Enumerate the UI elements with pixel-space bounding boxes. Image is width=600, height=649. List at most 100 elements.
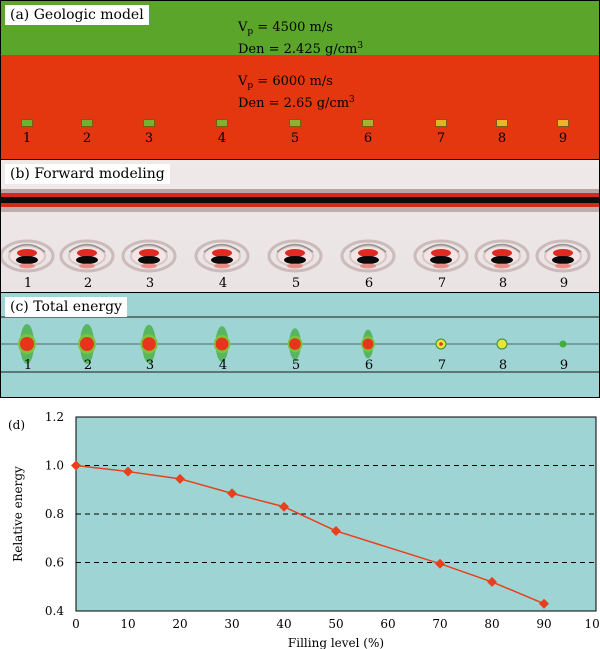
density-value: Den = 2.425 g/cm xyxy=(238,42,358,57)
x-axis-label: Filling level (%) xyxy=(288,636,384,649)
data-point xyxy=(71,460,81,471)
total-energy-label: 6 xyxy=(364,358,374,373)
data-point xyxy=(331,525,341,536)
cavity-label: 8 xyxy=(497,131,507,146)
y-tick-label: 1.2 xyxy=(45,410,64,424)
vp-value: = 6000 m/s xyxy=(253,74,333,89)
forward-modeling-label: 9 xyxy=(559,276,569,291)
reflection-band-top-light xyxy=(1,189,599,193)
x-tick-label: 60 xyxy=(380,617,395,631)
x-tick-label: 30 xyxy=(224,617,239,631)
x-tick-label: 70 xyxy=(432,617,447,631)
diffraction-pattern xyxy=(535,239,591,273)
panel-a-label: (a) Geologic model xyxy=(5,5,149,25)
total-energy-label: 7 xyxy=(437,358,447,373)
reflection-band-black xyxy=(1,197,599,203)
chart-series xyxy=(71,460,549,609)
data-point xyxy=(123,466,133,477)
diffraction-group xyxy=(1,239,591,273)
density-value: Den = 2.65 g/cm xyxy=(238,96,350,111)
cavity-marker xyxy=(362,119,374,127)
total-energy-label: 2 xyxy=(83,358,93,373)
total-energy-label: 8 xyxy=(498,358,508,373)
x-tick-label: 50 xyxy=(328,617,343,631)
diffraction-pattern xyxy=(1,239,55,273)
y-axis-label: Relative energy xyxy=(11,466,25,562)
forward-modeling-label: 3 xyxy=(145,276,155,291)
cavity-label: 9 xyxy=(558,131,568,146)
vp-subscript: p xyxy=(247,27,254,37)
total-energy-label: 1 xyxy=(23,358,33,373)
total-energy-label: 9 xyxy=(559,358,569,373)
energy-anomaly xyxy=(435,338,447,350)
energy-anomaly xyxy=(361,329,375,359)
cavity-marker xyxy=(435,119,447,127)
cavity-marker xyxy=(21,119,33,127)
energy-anomaly xyxy=(559,340,567,348)
panel-a-geologic-model: (a) Geologic model Vp = 4500 m/s Den = 2… xyxy=(0,0,600,160)
energy-anomaly xyxy=(213,326,231,362)
cavity-marker xyxy=(289,119,301,127)
cavity-label: 2 xyxy=(82,131,92,146)
x-tick-label: 80 xyxy=(484,617,499,631)
x-tick-label: 20 xyxy=(172,617,187,631)
top-layer-properties: Vp = 4500 m/s Den = 2.425 g/cm3 xyxy=(238,21,363,57)
forward-modeling-label: 6 xyxy=(364,276,374,291)
forward-modeling-label: 2 xyxy=(83,276,93,291)
diffraction-pattern xyxy=(59,239,115,273)
data-point xyxy=(227,488,237,499)
energy-anomaly xyxy=(140,324,158,364)
data-point xyxy=(539,598,549,609)
energy-anomaly xyxy=(78,324,96,364)
forward-modeling-label: 1 xyxy=(23,276,33,291)
vp-symbol: V xyxy=(238,20,248,35)
data-point xyxy=(435,558,445,569)
cavity-marker xyxy=(496,119,508,127)
chart-text: 0 10 20 30 40 50 60 70 80 90 100 0.4 0.6 0.8 1.0 1.2 Fil… xyxy=(8,410,600,649)
density-superscript: 3 xyxy=(349,95,355,105)
diffraction-pattern xyxy=(194,239,250,273)
cavity-marker xyxy=(143,119,155,127)
diffraction-pattern xyxy=(340,239,396,273)
reflection-band-red-upper xyxy=(1,193,599,197)
cavity-label: 3 xyxy=(144,131,154,146)
forward-modeling-label: 4 xyxy=(218,276,228,291)
data-point xyxy=(487,576,497,587)
x-tick-label: 0 xyxy=(72,617,80,631)
cavity-label: 5 xyxy=(290,131,300,146)
cavity-marker xyxy=(81,119,93,127)
x-tick-label: 10 xyxy=(120,617,135,631)
data-point xyxy=(175,473,185,484)
energy-anomaly xyxy=(496,338,508,350)
total-energy-image xyxy=(1,293,599,397)
diffraction-pattern xyxy=(121,239,177,273)
panel-d-label: (d) xyxy=(8,418,25,432)
forward-modeling-label: 7 xyxy=(437,276,447,291)
diffraction-pattern xyxy=(413,239,469,273)
forward-modeling-label: 5 xyxy=(291,276,301,291)
vp-symbol: V xyxy=(238,74,248,89)
x-tick-label: 100 xyxy=(585,617,600,631)
vp-value: = 4500 m/s xyxy=(253,20,333,35)
panel-b-label: (b) Forward modeling xyxy=(5,164,170,184)
total-energy-label: 5 xyxy=(291,358,301,373)
panel-c-total-energy: (c) Total energy 1 2 3 4 5 6 7 8 9 xyxy=(0,292,600,398)
diffraction-pattern xyxy=(267,239,323,273)
cavity-label: 1 xyxy=(22,131,32,146)
y-tick-label: 0.8 xyxy=(45,507,64,521)
energy-anomaly xyxy=(287,328,303,360)
energy-anomaly xyxy=(18,324,36,364)
vp-subscript: p xyxy=(247,81,254,91)
cavity-marker xyxy=(557,119,569,127)
energy-anomalies xyxy=(18,324,567,364)
panel-b-forward-modeling: (b) Forward modeling 1 2 3 4 5 6 7 8 9 xyxy=(0,159,600,293)
x-tick-label: 40 xyxy=(276,617,291,631)
cavity-label: 6 xyxy=(363,131,373,146)
bottom-layer-properties: Vp = 6000 m/s Den = 2.65 g/cm3 xyxy=(238,75,355,111)
y-tick-label: 1.0 xyxy=(45,459,64,473)
reflection-band-bottom-light xyxy=(1,207,599,212)
total-energy-label: 3 xyxy=(145,358,155,373)
relative-energy-chart: 0 10 20 30 40 50 60 70 80 90 100 0.4 0.6 0.8 1.0 1.2 Fil… xyxy=(8,410,600,649)
y-tick-label: 0.6 xyxy=(45,556,64,570)
reflection-band-red-lower xyxy=(1,203,599,207)
